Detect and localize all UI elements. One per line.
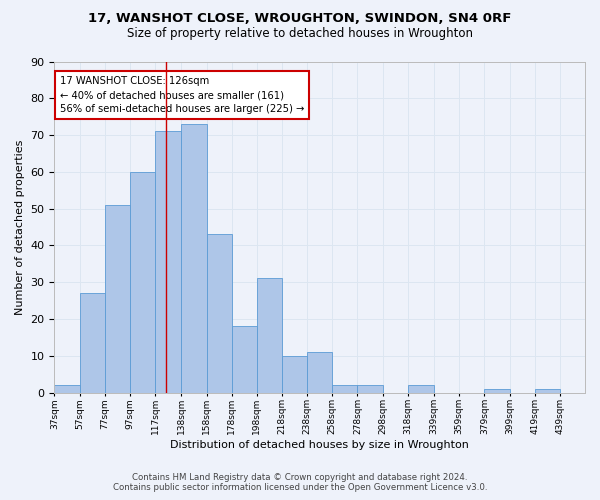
Bar (332, 385, 358, 392)
Bar (104, 205, 130, 392)
Bar (257, 278, 282, 392)
Bar (232, 326, 257, 392)
X-axis label: Distribution of detached houses by size in Wroughton: Distribution of detached houses by size … (170, 440, 469, 450)
Y-axis label: Number of detached properties: Number of detached properties (15, 140, 25, 314)
Text: 17, WANSHOT CLOSE, WROUGHTON, SWINDON, SN4 0RF: 17, WANSHOT CLOSE, WROUGHTON, SWINDON, S… (88, 12, 512, 26)
Bar (484, 389, 509, 392)
Text: 17 WANSHOT CLOSE: 126sqm
← 40% of detached houses are smaller (161)
56% of semi-: 17 WANSHOT CLOSE: 126sqm ← 40% of detach… (60, 76, 304, 114)
Bar (358, 385, 383, 392)
Bar (282, 356, 307, 393)
Bar (535, 389, 560, 392)
Text: Contains HM Land Registry data © Crown copyright and database right 2024.
Contai: Contains HM Land Registry data © Crown c… (113, 473, 487, 492)
Bar (181, 124, 206, 392)
Bar (206, 234, 232, 392)
Bar (130, 172, 155, 392)
Bar (55, 385, 80, 392)
Bar (307, 352, 332, 393)
Bar (155, 132, 181, 392)
Bar (80, 293, 104, 392)
Text: Size of property relative to detached houses in Wroughton: Size of property relative to detached ho… (127, 28, 473, 40)
Bar (408, 385, 434, 392)
